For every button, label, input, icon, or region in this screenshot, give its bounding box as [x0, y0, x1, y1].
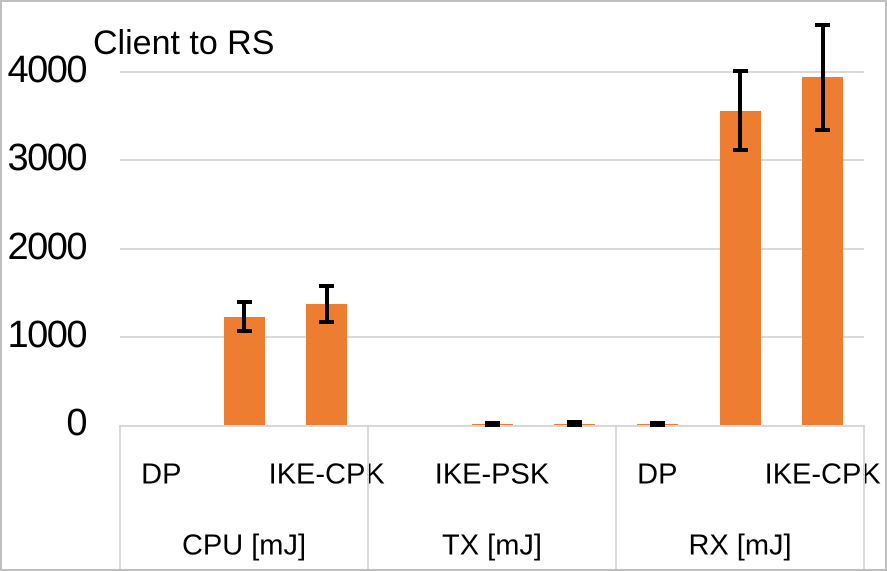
error-bar-line: [242, 301, 246, 332]
gridline-4000: [120, 71, 864, 74]
error-bar-cap-top: [567, 420, 583, 425]
error-bar-cap-top: [732, 69, 748, 74]
y-axis-tick-label: 3000: [7, 137, 87, 180]
y-axis-tick-label: 4000: [7, 48, 87, 91]
gridline-3000: [120, 159, 864, 162]
error-bar-cap-bottom: [815, 127, 831, 132]
group-label-cpu: CPU [mJ]: [181, 529, 307, 562]
gridline-2000: [120, 247, 864, 250]
group-label-tx: TX [mJ]: [442, 529, 542, 562]
group-label-rx: RX [mJ]: [688, 529, 792, 562]
error-bar-cap-top: [649, 420, 665, 425]
category-label-ike-psk: IKE-PSK: [434, 458, 550, 491]
error-bar-line: [738, 71, 742, 150]
error-bar-cap-top: [815, 23, 831, 27]
error-bar-cap-top: [319, 284, 335, 289]
error-bar-cap-top: [484, 420, 500, 425]
error-bar-cap-bottom: [319, 320, 335, 325]
axis-group-separator: [615, 425, 617, 569]
gridline-1000: [120, 335, 864, 338]
category-label-dp: DP: [141, 458, 182, 491]
error-bar-cap-bottom: [236, 329, 252, 334]
error-bar-line: [820, 25, 825, 130]
bar-rx-ike-cpk: [802, 77, 844, 425]
bar-cpu-ike-psk: [223, 316, 265, 425]
error-bar-cap-bottom: [484, 423, 500, 427]
y-axis-tick-label: 2000: [7, 225, 87, 268]
y-axis-tick-label: 1000: [7, 313, 87, 356]
category-label-ike-cpk: IKE-CPK: [764, 458, 881, 491]
bar-cpu-ike-cpk: [306, 304, 348, 425]
axis-group-separator: [863, 425, 865, 569]
axis-group-separator: [119, 425, 121, 569]
error-bar-cap-bottom: [567, 423, 583, 427]
y-axis-tick-label: 0: [66, 401, 87, 444]
error-bar-cap-bottom: [732, 147, 748, 152]
error-bar-line: [324, 286, 329, 323]
error-bar-cap-top: [236, 299, 252, 304]
error-bar-cap-bottom: [649, 422, 665, 427]
bar-rx-ike-psk: [719, 110, 761, 425]
axis-group-separator: [367, 425, 369, 569]
chart-title: Client to RS: [93, 24, 275, 62]
category-label-ike-cpk: IKE-CPK: [268, 458, 385, 491]
category-label-dp: DP: [637, 458, 678, 491]
